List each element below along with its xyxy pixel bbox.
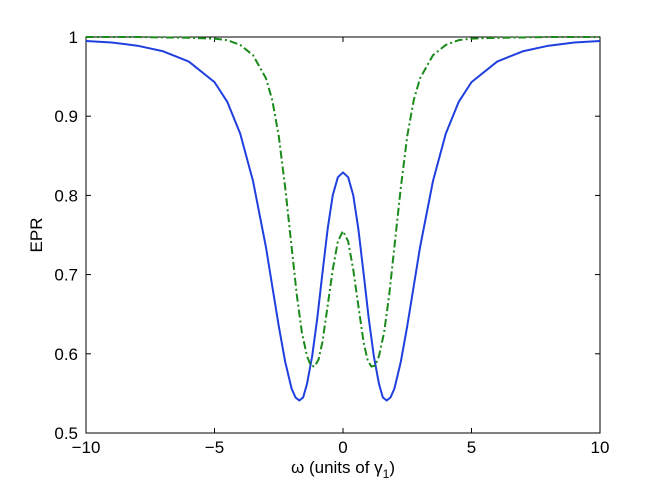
x-tick-label: 5 [467, 438, 476, 457]
series-lines [85, 36, 601, 402]
series-line-2 [86, 36, 600, 368]
y-tick-label: 0.9 [54, 107, 78, 126]
y-tick-label: 0.7 [54, 266, 78, 285]
series-line-1 [85, 39, 601, 402]
x-axis-label-main: ω (units of γ [291, 458, 383, 477]
x-axis-label: ω (units of γ1) [291, 458, 395, 481]
x-axis-label-subscript: 1 [383, 467, 390, 481]
y-axis-label: EPR [27, 218, 46, 253]
plot-area [85, 36, 601, 434]
y-tick-label: 1 [69, 28, 78, 47]
axis-ticks: −10 −5 0 5 10 0.5 0.6 0.7 0.8 0.9 1 [54, 28, 609, 457]
y-tick-label: 0.6 [54, 345, 78, 364]
y-tick-label: 0.8 [54, 186, 78, 205]
y-tick-label: 0.5 [54, 424, 78, 443]
x-tick-label: 0 [338, 438, 347, 457]
x-tick-label: −5 [205, 438, 224, 457]
x-axis-label-suffix: ) [389, 458, 395, 477]
x-tick-label: −10 [72, 438, 101, 457]
x-tick-label: 10 [591, 438, 610, 457]
